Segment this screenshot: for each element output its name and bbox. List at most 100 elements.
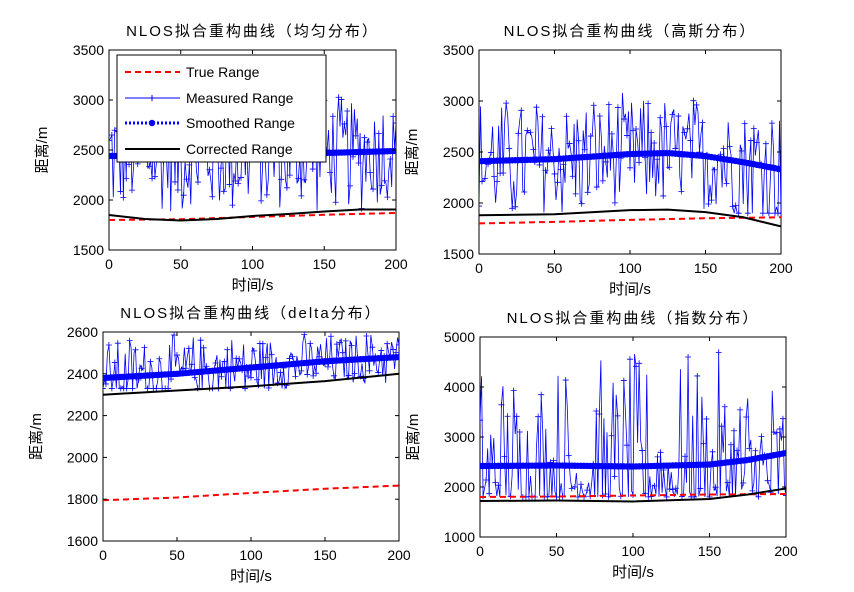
measured-point <box>762 140 769 147</box>
measured-point <box>587 133 594 140</box>
measured-point <box>304 371 311 378</box>
measured-point <box>103 385 106 392</box>
measured-point <box>355 160 362 167</box>
measured-point <box>648 129 655 136</box>
x-tick-label: 0 <box>99 547 107 563</box>
measured-point <box>220 188 227 195</box>
smoothed-point <box>392 147 396 155</box>
measured-point <box>488 149 495 156</box>
measured-point <box>236 355 243 362</box>
measured-point <box>109 137 112 144</box>
measured-point <box>232 177 239 184</box>
measured-point <box>687 137 694 144</box>
measured-point <box>498 401 505 408</box>
measured-point <box>768 120 775 127</box>
measured-point <box>684 125 691 132</box>
measured-point <box>560 161 567 168</box>
measured-point <box>572 190 579 197</box>
measured-point <box>551 170 558 177</box>
measured-point <box>238 174 245 181</box>
measured-point <box>393 120 396 127</box>
measured-point <box>172 178 179 185</box>
measured-point <box>480 417 483 424</box>
measured-point <box>253 376 260 383</box>
measured-point <box>530 146 537 153</box>
measured-point <box>633 363 640 370</box>
measured-point <box>515 130 522 137</box>
measured-point <box>494 178 501 185</box>
measured-point <box>639 447 646 454</box>
x-tick-label: 200 <box>774 543 798 559</box>
measured-point <box>682 453 689 460</box>
measured-point <box>263 191 270 198</box>
measured-point <box>339 349 346 356</box>
x-axis-label: 时间/s <box>612 564 654 581</box>
y-axis-label: 距离/m <box>404 129 421 176</box>
measured-point <box>324 363 331 370</box>
measured-point <box>495 482 502 489</box>
measured-point <box>286 172 293 179</box>
measured-point <box>596 112 603 119</box>
measured-point <box>347 182 354 189</box>
legend-marker <box>148 119 156 127</box>
measured-point <box>108 385 115 392</box>
measured-point <box>608 130 615 137</box>
measured-point <box>718 423 725 430</box>
measured-markers <box>479 97 781 217</box>
measured-point <box>342 337 349 344</box>
measured-point <box>685 354 692 361</box>
measured-point <box>381 177 388 184</box>
smoothed-point <box>777 166 781 173</box>
measured-point <box>709 448 716 455</box>
measured-point <box>569 173 576 180</box>
legend-label: Measured Range <box>186 90 294 106</box>
measured-point <box>730 427 737 434</box>
measured-point <box>672 485 679 492</box>
measured-point <box>132 346 139 353</box>
measured-point <box>645 100 652 107</box>
measured-point <box>703 415 710 422</box>
subplot-title: NLOS拟合重构曲线（均匀分布） <box>126 23 379 40</box>
measured-point <box>245 373 252 380</box>
measured-point <box>539 113 546 120</box>
measured-point <box>144 385 151 392</box>
measured-point <box>183 176 190 183</box>
measured-point <box>627 164 633 171</box>
measured-point <box>332 199 339 206</box>
measured-point <box>700 440 707 447</box>
measured-point <box>512 203 519 210</box>
measured-point <box>666 164 673 171</box>
x-tick-label: 50 <box>547 260 563 276</box>
measured-point <box>630 127 637 134</box>
measured-point <box>566 140 573 147</box>
measured-point <box>693 101 700 108</box>
measured-point <box>151 173 158 180</box>
measured-point <box>657 114 664 121</box>
measured-point <box>120 194 127 201</box>
smoothed-markers <box>103 353 399 382</box>
measured-point <box>729 203 736 210</box>
measured-point <box>726 143 733 150</box>
measured-point <box>209 193 216 200</box>
measured-point <box>366 367 373 374</box>
x-tick-label: 200 <box>387 547 411 563</box>
x-tick-label: 0 <box>476 543 484 559</box>
measured-point <box>384 340 391 347</box>
measured-point <box>743 413 750 420</box>
measured-point <box>557 166 564 173</box>
measured-point <box>111 359 118 366</box>
measured-point <box>310 372 317 379</box>
measured-point <box>307 340 314 347</box>
x-tick-label: 50 <box>173 256 189 272</box>
series-true-range <box>479 216 781 225</box>
x-tick-label: 100 <box>618 260 642 276</box>
measured-point <box>614 412 621 419</box>
measured-point <box>654 453 661 460</box>
measured-point <box>229 202 236 209</box>
y-tick-label: 2000 <box>443 195 474 211</box>
y-tick-label: 2500 <box>443 144 474 160</box>
measured-point <box>233 355 240 362</box>
measured-point <box>542 167 549 174</box>
y-tick-label: 1000 <box>444 529 475 545</box>
axes-box <box>102 331 400 542</box>
